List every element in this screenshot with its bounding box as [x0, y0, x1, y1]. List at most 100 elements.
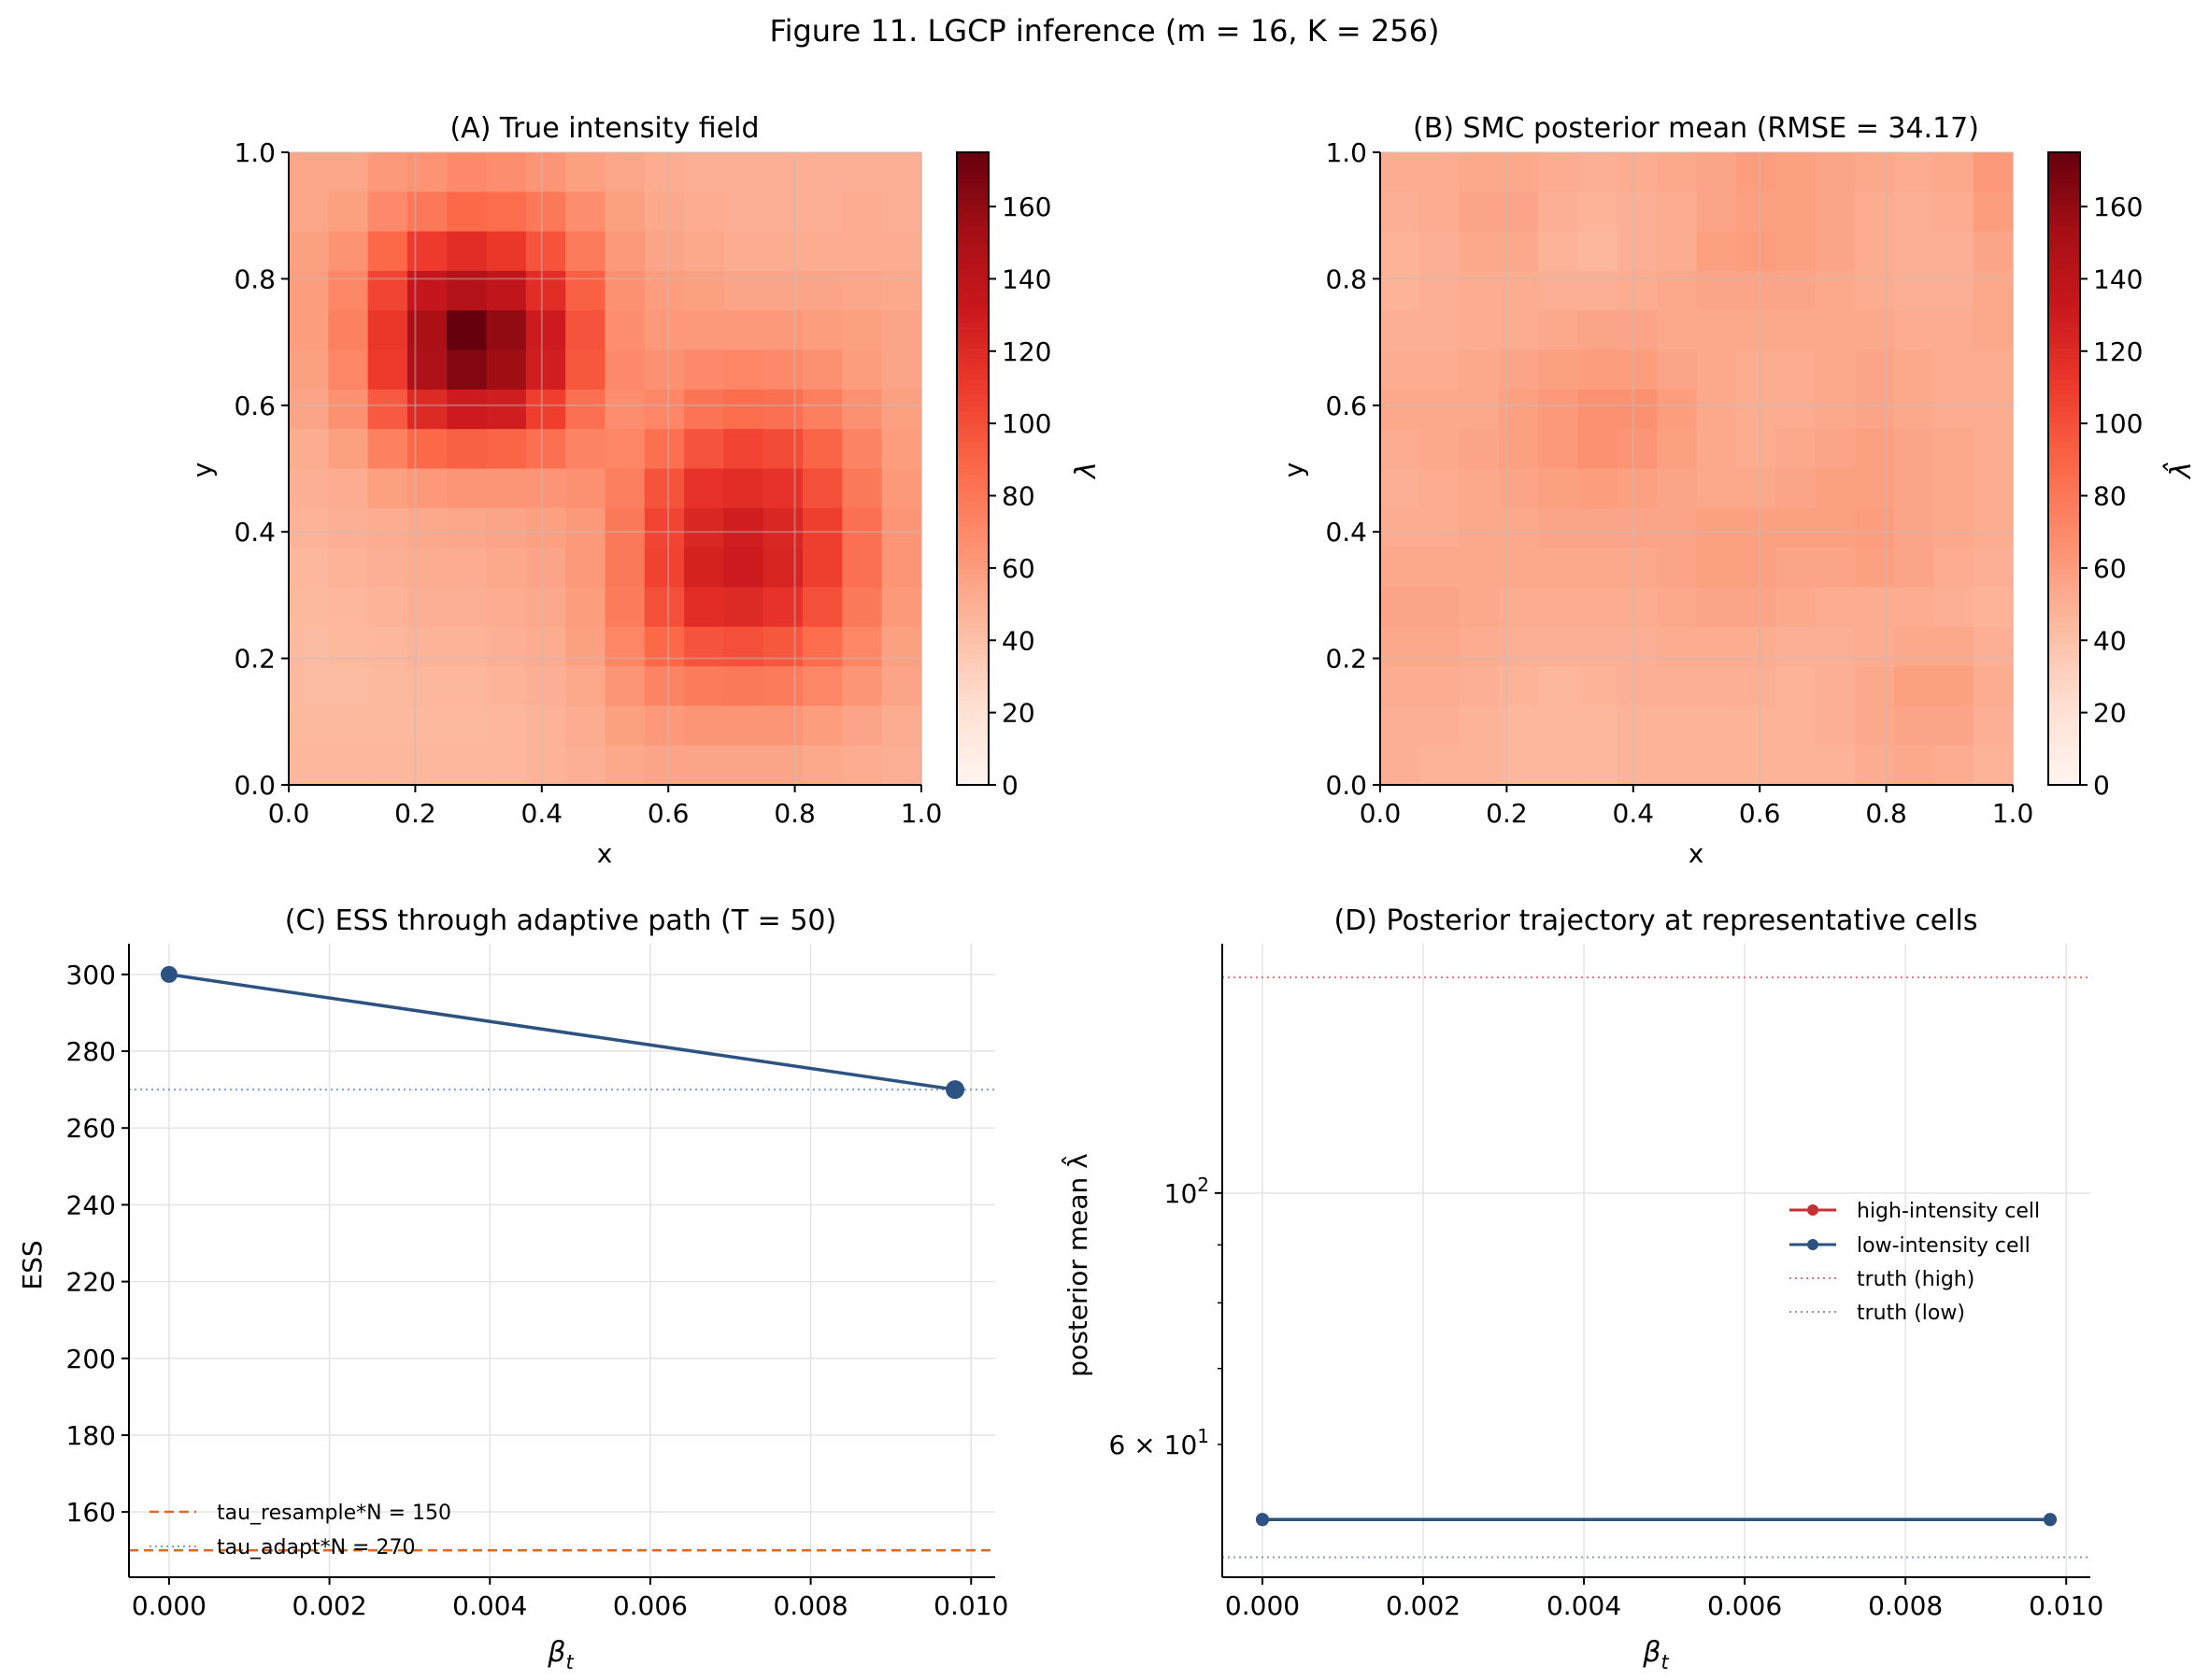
heatmap-cell [1933, 310, 1974, 351]
heatmap-cell [525, 666, 566, 706]
heatmap-cell [447, 626, 488, 667]
colorbar-segment [957, 605, 989, 612]
heatmap-cell [1933, 270, 1974, 311]
heatmap-cell [1617, 231, 1658, 272]
colorbar-segment [957, 621, 989, 628]
heatmap-cell [1617, 666, 1658, 706]
heatmap-cell [1973, 389, 2014, 430]
heatmap-cell [881, 548, 922, 589]
heatmap-cell [762, 192, 804, 233]
panel-d-axes: 0.000 0.002 0.004 0.006 0.008 0.010 102 6 × 101 [1109, 944, 2103, 1621]
colorbar-segment [2048, 520, 2080, 528]
colorbar-segment [957, 305, 989, 312]
heatmap-cell [1815, 587, 1856, 628]
colorbar-segment [2048, 389, 2080, 396]
heatmap-cell [486, 468, 527, 509]
x-tick-label: 0.2 [394, 798, 436, 829]
colorbar-segment [957, 663, 989, 670]
panel-b-cells [1380, 152, 2014, 786]
heatmap-cell [367, 468, 408, 509]
heatmap-cell [367, 192, 408, 233]
heatmap-cell [1973, 587, 2014, 628]
heatmap-cell [565, 152, 606, 192]
ess-point [160, 965, 178, 983]
panel-b-heatmap: (B) SMC posterior mean (RMSE = 34.17) 0.… [1278, 112, 2198, 869]
heatmap-cell [1419, 389, 1461, 430]
heatmap-cell [1973, 152, 2014, 192]
heatmap-cell [1498, 349, 1539, 391]
heatmap-cell [289, 349, 329, 391]
heatmap-cell [1577, 705, 1618, 747]
heatmap-cell [1419, 745, 1461, 786]
heatmap-cell [1538, 507, 1579, 548]
heatmap-cell [803, 152, 843, 192]
colorbar-segment [957, 215, 989, 222]
colorbar-segment [957, 726, 989, 733]
x-tick-label: 0.006 [1707, 1590, 1782, 1621]
colorbar-segment [2048, 378, 2080, 386]
colorbar-segment [957, 774, 989, 781]
heatmap-cell [1419, 192, 1461, 233]
legend-label: truth (low) [1857, 1302, 1965, 1325]
heatmap-cell [406, 745, 448, 786]
heatmap-cell [1419, 349, 1461, 391]
heatmap-cell [684, 152, 725, 192]
heatmap-cell [406, 666, 448, 706]
colorbar-segment [2048, 516, 2080, 522]
colorbar-segment [957, 194, 989, 201]
heatmap-cell [1973, 231, 2014, 272]
colorbar-segment [2048, 394, 2080, 401]
colorbar-segment [957, 516, 989, 522]
heatmap-cell [803, 349, 843, 391]
panel-b-ylabel: y [1278, 463, 1309, 478]
heatmap-cell [1617, 192, 1658, 233]
colorbar-segment [957, 590, 989, 596]
heatmap-cell [762, 310, 804, 351]
low-intensity-point [1256, 1513, 1270, 1527]
heatmap-cell [406, 152, 448, 192]
colorbar-segment [2048, 236, 2080, 243]
heatmap-cell [1538, 666, 1579, 706]
colorbar-segment [957, 447, 989, 454]
heatmap-cell [486, 192, 527, 233]
colorbar-segment [2048, 626, 2080, 634]
heatmap-cell [644, 666, 685, 706]
colorbar-segment [957, 711, 989, 718]
colorbar-segment [957, 642, 989, 649]
colorbar-segment [957, 668, 989, 676]
colorbar-tick-label: 40 [2093, 625, 2127, 656]
heatmap-cell [406, 705, 448, 747]
heatmap-cell [723, 745, 764, 786]
colorbar-segment [957, 505, 989, 512]
heatmap-cell [605, 152, 646, 192]
heatmap-cell [684, 349, 725, 391]
panel-d-xlabel: βt [1642, 1636, 1669, 1673]
colorbar-segment [2048, 231, 2080, 238]
colorbar-segment [2048, 779, 2080, 786]
heatmap-cell [1617, 745, 1658, 786]
heatmap-cell [723, 192, 764, 233]
colorbar-segment [2048, 400, 2080, 406]
heatmap-cell [1459, 310, 1500, 351]
heatmap-cell [1577, 389, 1618, 430]
colorbar-segment [957, 763, 989, 770]
heatmap-cell [1933, 429, 1974, 470]
heatmap-cell [1538, 192, 1579, 233]
heatmap-cell [1933, 468, 1974, 509]
colorbar-segment [2048, 189, 2080, 195]
y-tick-label: 0.8 [1325, 263, 1367, 294]
heatmap-cell [644, 349, 685, 391]
heatmap-cell [328, 705, 369, 747]
heatmap-cell [447, 152, 488, 192]
colorbar-segment [2048, 436, 2080, 444]
heatmap-cell [1696, 587, 1737, 628]
colorbar-segment [2048, 474, 2080, 480]
colorbar-segment [2048, 463, 2080, 470]
heatmap-cell [1577, 548, 1618, 589]
colorbar-segment [957, 558, 989, 564]
colorbar-tick-label: 140 [2093, 263, 2143, 294]
heatmap-cell [565, 231, 606, 272]
heatmap-cell [1815, 705, 1856, 747]
x-tick-label: 0.000 [1225, 1590, 1300, 1621]
heatmap-cell [367, 666, 408, 706]
